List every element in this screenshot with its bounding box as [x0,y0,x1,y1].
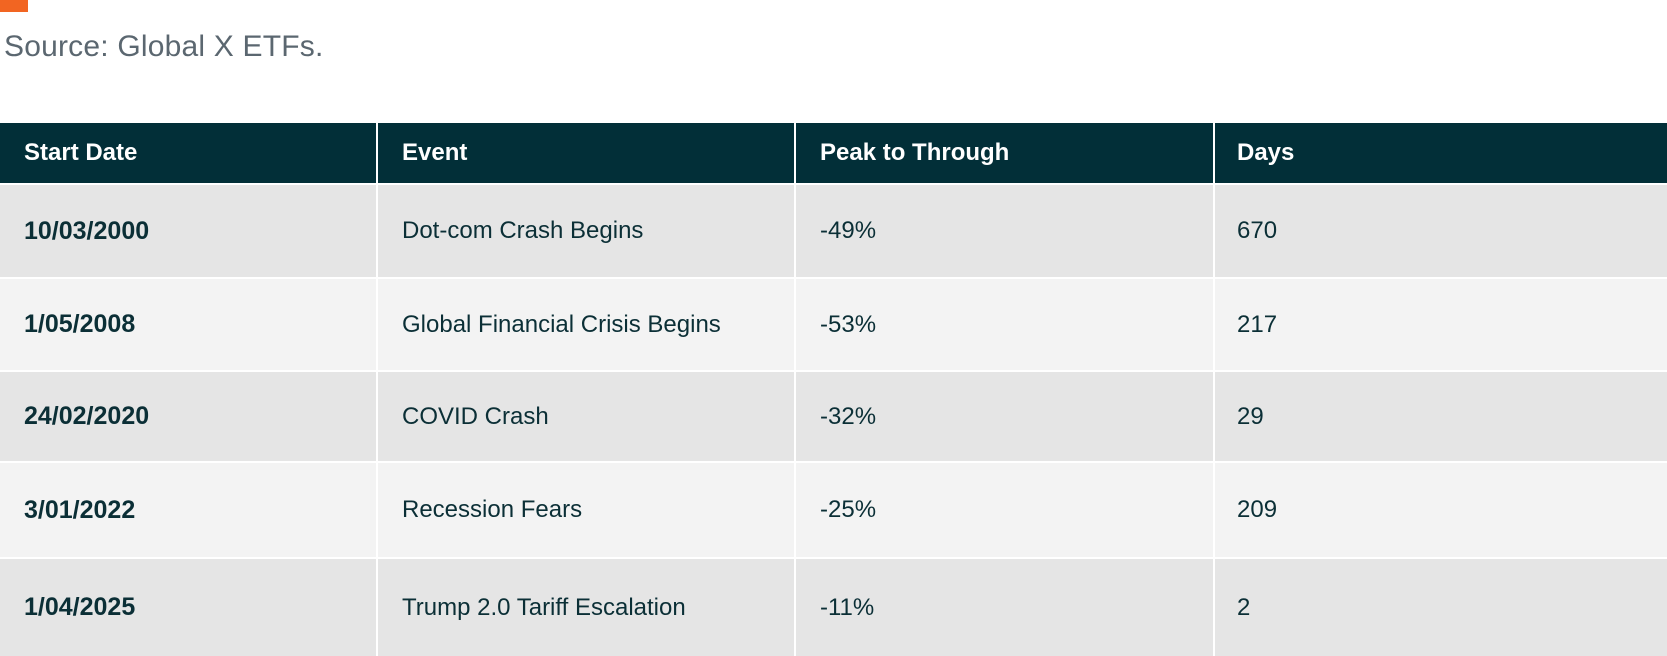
peak-to-through-cell: -53% [796,279,1215,370]
table-row: 1/04/2025 Trump 2.0 Tariff Escalation -1… [0,557,1667,656]
days-cell: 29 [1237,402,1264,430]
header-event: Event [378,123,796,183]
start-date-cell: 24/02/2020 [0,372,378,461]
peak-to-through-cell: -32% [796,372,1215,461]
start-date-cell: 1/05/2008 [0,279,378,370]
peak-to-through-cell: -25% [796,463,1215,557]
peak-to-through-cell: -49% [796,185,1215,277]
table-row: 3/01/2022 Recession Fears -25% 209 [0,461,1667,557]
peak-to-through-cell: -11% [796,559,1215,656]
table-row: 24/02/2020 COVID Crash -32% 29 [0,370,1667,461]
header-days: Days [1237,139,1295,166]
event-cell: Trump 2.0 Tariff Escalation [378,559,796,656]
event-cell: Global Financial Crisis Begins [378,279,796,370]
source-note: Source: Global X ETFs. [4,30,324,63]
days-cell: 670 [1237,217,1278,244]
header-peak-to-through: Peak to Through [796,123,1215,183]
event-cell: Dot-com Crash Begins [378,185,796,277]
days-cell: 217 [1237,310,1278,338]
drawdown-table: Start Date Event Peak to Through Days 10… [0,123,1667,656]
start-date-cell: 3/01/2022 [0,463,378,557]
days-cell: 209 [1237,496,1278,523]
event-cell: Recession Fears [378,463,796,557]
event-cell: COVID Crash [378,372,796,461]
start-date-cell: 1/04/2025 [0,559,378,656]
header-start-date: Start Date [0,123,378,183]
days-cell: 2 [1237,593,1251,621]
table-row: 10/03/2000 Dot-com Crash Begins -49% 670 [0,183,1667,277]
orange-accent-mark [0,0,28,12]
start-date-cell: 10/03/2000 [0,185,378,277]
table-row: 1/05/2008 Global Financial Crisis Begins… [0,277,1667,370]
table-header-row: Start Date Event Peak to Through Days [0,123,1667,183]
